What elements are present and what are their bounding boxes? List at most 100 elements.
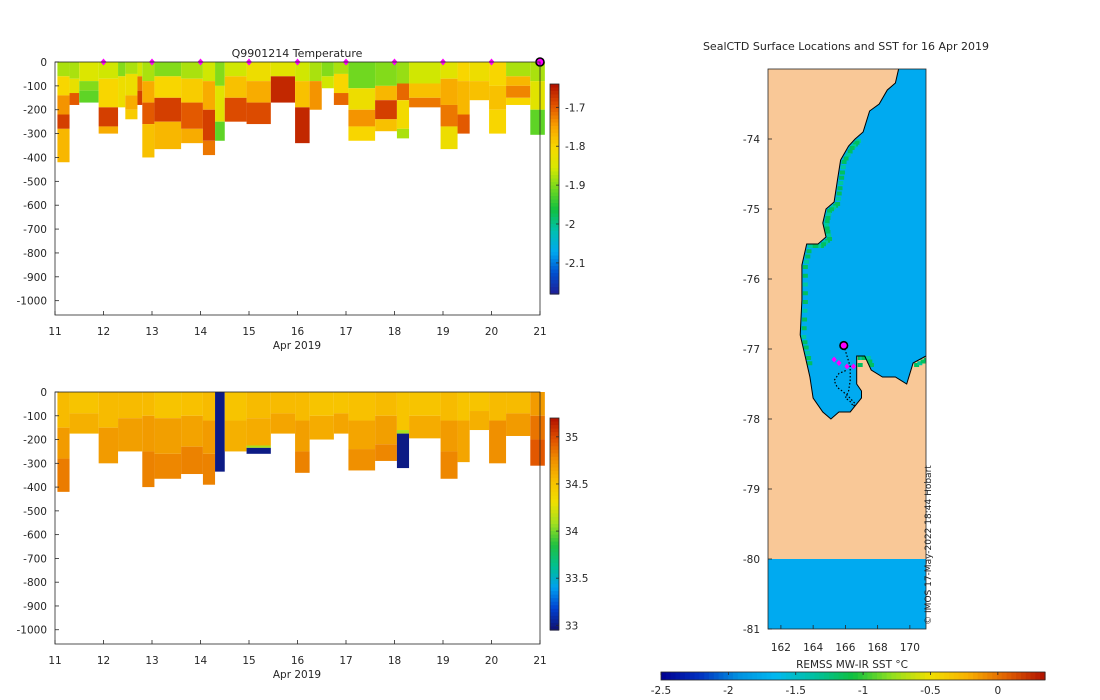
temp-cell	[79, 90, 99, 103]
sst-colorbar-step	[689, 672, 696, 680]
sea-ice-pixel	[865, 356, 871, 360]
salt-cell	[215, 392, 225, 472]
temp-colorbar-step	[550, 140, 559, 145]
sst-colorbar-step	[704, 672, 710, 680]
map-lon-tick-label: 166	[835, 642, 855, 654]
salt-cell	[246, 445, 271, 448]
sst-colorbar-step	[968, 672, 974, 680]
sea-ice-pixel	[845, 153, 851, 157]
sst-colorbar-step	[661, 672, 667, 680]
sst-colorbar-step	[915, 672, 921, 680]
sea-ice-pixel	[801, 326, 807, 331]
temp-y-tick-label: -200	[23, 105, 47, 117]
salt-cell	[489, 420, 507, 464]
sst-colorbar-step	[713, 672, 720, 680]
temp-cell	[440, 104, 458, 127]
temperature-y-ticks: 0 -100 -200 -300 -400 -500 -600 -700 -800 -900 -10…	[16, 57, 59, 308]
temp-colorbar-step	[550, 91, 559, 96]
salt-colorbar-step	[550, 577, 559, 582]
salt-colorbar-step	[550, 488, 559, 493]
salt-cell	[396, 430, 410, 434]
map-lat-tick-label: -81	[743, 624, 760, 636]
salt-colorbar-step	[550, 566, 559, 571]
temp-cell	[506, 85, 531, 98]
temp-cell	[270, 62, 296, 77]
sea-ice-pixel	[802, 317, 808, 322]
temp-cell	[57, 95, 70, 115]
temperature-x-axis-label: Apr 2019	[273, 340, 321, 352]
temp-colorbar-step	[550, 206, 559, 211]
salt-colorbar-step	[550, 481, 559, 486]
temp-colorbar-step	[550, 119, 559, 124]
temp-colorbar-step	[550, 234, 559, 239]
temp-cell	[118, 62, 126, 77]
map-lat-tick-label: -76	[743, 274, 760, 286]
sea-ice-pixel	[810, 244, 816, 248]
salt-cell	[142, 451, 155, 488]
temp-cell	[154, 121, 182, 150]
map-lon-tick-label: 162	[771, 642, 791, 654]
temp-cell	[457, 62, 470, 82]
sea-ice-pixel	[826, 233, 832, 238]
seal-surface-location	[850, 363, 857, 370]
sst-colorbar-step	[843, 672, 849, 680]
sst-colorbar-step	[733, 672, 739, 680]
salt-cell	[530, 439, 545, 466]
temp-cell	[142, 62, 155, 82]
temp-colorbar-step	[550, 217, 559, 222]
temperature-cells	[57, 62, 545, 163]
sst-colorbar-step	[944, 672, 950, 680]
sst-colorbar-step	[761, 672, 768, 680]
map-title: SealCTD Surface Locations and SST for 16…	[703, 40, 989, 53]
salt-colorbar-step	[550, 619, 559, 624]
sea-ice-pixel	[836, 191, 842, 196]
temp-y-tick-label: 0	[40, 57, 47, 69]
salt-colorbar-step	[550, 584, 559, 589]
salt-colorbar-step	[550, 594, 559, 599]
temp-colorbar-step	[550, 203, 559, 208]
map-lon-tick-label: 168	[868, 642, 888, 654]
temp-colorbar-step	[550, 283, 559, 288]
salt-x-tick-label: 15	[242, 655, 255, 667]
temp-colorbar-step	[550, 280, 559, 285]
salt-cell	[469, 392, 490, 412]
map-lat-tick-label: -80	[743, 554, 760, 566]
sst-colorbar-tick-label: -2.5	[651, 685, 672, 697]
temp-cell	[202, 81, 216, 110]
temp-colorbar-step	[550, 269, 559, 274]
salt-cell	[69, 413, 99, 434]
salt-cell	[295, 451, 310, 473]
sea-ice-pixel	[806, 249, 812, 254]
temp-cell	[396, 62, 410, 84]
temp-cell	[506, 97, 531, 105]
sst-colorbar-step	[675, 672, 681, 680]
salt-cell	[181, 392, 203, 416]
temp-colorbar-step	[550, 262, 559, 267]
sst-colorbar-tick-label: -1	[858, 685, 868, 697]
temp-cell	[137, 76, 143, 91]
sst-colorbar-tick-label: -0.5	[920, 685, 941, 697]
salt-cell	[469, 411, 490, 431]
salinity-colorbar: 35 34.5 34 33.5 33	[549, 417, 588, 632]
sst-colorbar-step	[694, 672, 700, 680]
temp-colorbar-step	[550, 213, 559, 218]
sea-ice-pixel	[804, 350, 810, 355]
map-lat-tick-label: -78	[743, 414, 760, 426]
sst-colorbar-step	[867, 672, 873, 680]
temp-y-tick-label: -1000	[16, 296, 47, 308]
temperature-title: Q9901214 Temperature	[232, 47, 363, 60]
temp-cell	[154, 76, 182, 98]
salt-colorbar-step	[550, 421, 559, 426]
temp-colorbar-step	[550, 157, 559, 162]
salt-colorbar-step	[550, 520, 559, 525]
temp-colorbar-step	[550, 161, 559, 166]
coastline	[799, 69, 926, 420]
temp-x-tick-label: 14	[194, 326, 208, 338]
sst-colorbar-step	[848, 672, 854, 680]
salt-cell	[246, 447, 271, 454]
temp-cell	[375, 85, 397, 101]
salt-cell	[396, 433, 410, 469]
temp-x-tick-label: 17	[339, 326, 352, 338]
sea-ice-pixel	[802, 300, 808, 304]
salt-cell	[333, 392, 349, 414]
